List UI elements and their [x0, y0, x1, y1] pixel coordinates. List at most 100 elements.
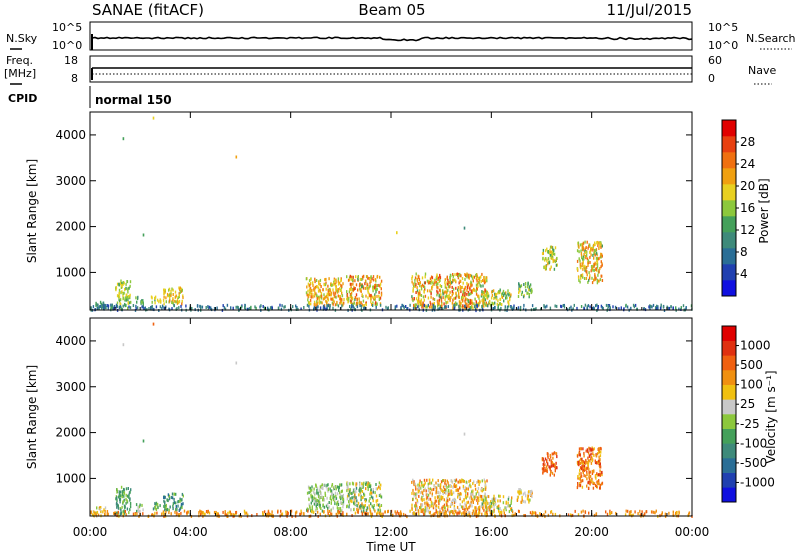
power-cell [396, 304, 398, 308]
velocity-cell [428, 478, 431, 482]
velocity-cell [578, 460, 580, 464]
velocity-cell [321, 495, 323, 499]
power-cell [457, 274, 459, 278]
power-cell [472, 289, 474, 293]
velocity-cell [342, 513, 344, 517]
power-cell [439, 279, 441, 282]
power-cell [414, 281, 416, 285]
power-cell [436, 293, 438, 297]
power-cell [593, 263, 596, 267]
power-cell [480, 284, 482, 288]
power-cell [235, 305, 237, 309]
power-cell [449, 280, 452, 284]
velocity-cell [550, 470, 552, 474]
velocity-cell [497, 499, 499, 503]
velocity-cell [436, 510, 439, 514]
power-cell [501, 292, 503, 296]
power-cell [180, 304, 182, 308]
velocity-cell [475, 506, 477, 510]
velocity-cell [363, 493, 366, 497]
velocity-cell [414, 484, 417, 488]
velocity-cell [375, 499, 378, 503]
velocity-cell [547, 454, 549, 458]
power-cell [181, 288, 183, 292]
power-cell [461, 285, 463, 289]
velocity-cell [331, 512, 333, 516]
power-cell [365, 294, 367, 298]
velocity-cell [290, 509, 293, 513]
y-tick-label: 3000 [55, 174, 86, 188]
velocity-cell [202, 511, 204, 515]
power-cell [522, 295, 525, 299]
velocity-cell [546, 470, 548, 474]
velocity-cell [339, 495, 341, 499]
velocity-cell [151, 513, 153, 517]
power-cell [442, 307, 444, 311]
velocity-cell [119, 494, 121, 498]
power-cell [483, 296, 486, 300]
power-cell [199, 304, 201, 308]
velocity-cell [340, 490, 343, 493]
power-cell [116, 304, 119, 308]
power-cell [332, 306, 334, 310]
power-cell [97, 303, 99, 307]
power-cell [507, 300, 509, 304]
power-cell [154, 296, 156, 300]
power-cell [413, 285, 415, 288]
power-cell [582, 257, 584, 261]
power-cell [125, 282, 127, 286]
x-tick-label: 20:00 [574, 525, 609, 539]
velocity-cell [370, 513, 372, 517]
power-cell [129, 296, 131, 300]
power-cell [467, 300, 470, 303]
velocity-cell [444, 512, 447, 516]
velocity-cell [597, 473, 599, 477]
power-cell [528, 295, 530, 299]
power-cell [449, 297, 451, 301]
power-cell [414, 303, 416, 307]
velocity-cell [91, 513, 94, 517]
power-cell [685, 307, 687, 311]
power-cell [464, 304, 466, 308]
velocity-cell [456, 488, 458, 492]
velocity-isolated-cell [235, 361, 238, 365]
velocity-cell [355, 482, 357, 486]
velocity-cell [314, 498, 316, 502]
power-cell [546, 304, 548, 308]
velocity-cell [122, 489, 124, 493]
power-cell [578, 276, 580, 280]
power-cell [367, 288, 369, 292]
power-colorbar-segment [722, 264, 736, 281]
power-cell [426, 305, 428, 309]
velocity-cell [90, 511, 92, 515]
velocity-cell [475, 509, 477, 513]
velocity-cell [450, 491, 452, 495]
power-cell [118, 299, 121, 303]
velocity-cell [129, 497, 131, 501]
velocity-cell [411, 480, 413, 484]
power-cell [550, 250, 552, 254]
power-cell [350, 299, 352, 303]
power-cell [482, 295, 484, 299]
power-cell [470, 305, 472, 309]
velocity-cell [541, 467, 544, 471]
velocity-cell [450, 500, 453, 504]
velocity-cell [322, 503, 324, 507]
velocity-scatter-cells [90, 322, 693, 519]
velocity-cell [444, 481, 446, 485]
power-cell [281, 304, 283, 308]
power-cell [135, 296, 137, 300]
velocity-cell [486, 479, 488, 483]
velocity-cell [428, 504, 430, 507]
power-cell [120, 306, 122, 310]
velocity-cell [179, 499, 181, 503]
power-cell [411, 280, 413, 284]
power-cell [370, 300, 372, 304]
power-cell [118, 283, 120, 287]
power-cell [588, 278, 590, 282]
velocity-cell [437, 483, 440, 487]
velocity-cell [465, 487, 468, 491]
power-cell [449, 278, 451, 282]
velocity-cell [493, 510, 495, 514]
velocity-cell [460, 492, 462, 496]
